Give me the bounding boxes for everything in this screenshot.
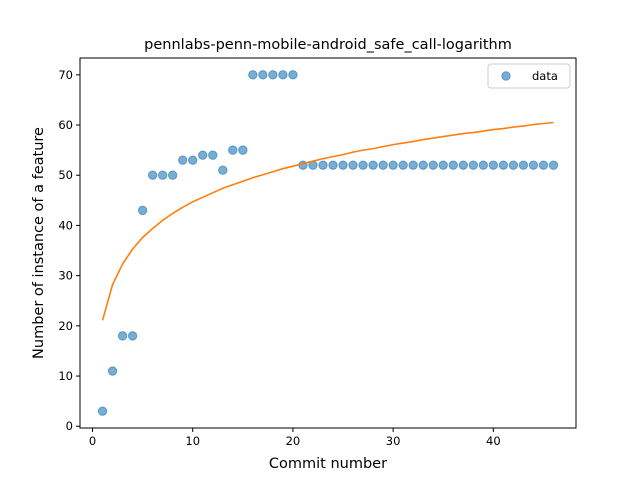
x-tick-label: 10	[185, 434, 200, 448]
data-point	[318, 160, 328, 170]
data-point	[147, 170, 158, 180]
legend-box	[487, 63, 571, 89]
data-point	[398, 160, 408, 170]
data-point	[538, 160, 549, 170]
y-tick-label: 70	[58, 68, 73, 82]
y-tick-label: 30	[58, 269, 73, 283]
data-point	[107, 366, 118, 376]
plot-area	[80, 58, 576, 428]
data-point	[448, 160, 458, 170]
data-point	[278, 70, 288, 80]
legend-marker	[501, 71, 511, 81]
data-point	[548, 160, 559, 170]
data-point	[408, 160, 418, 170]
data-point	[468, 160, 478, 170]
data-point	[528, 160, 539, 170]
data-point	[418, 160, 428, 170]
x-tick-label: 0	[89, 434, 96, 448]
data-point	[228, 145, 238, 155]
x-tick-label: 40	[486, 434, 501, 448]
data-point	[97, 406, 108, 416]
axes-frame	[79, 57, 577, 429]
y-tick-label: 60	[58, 118, 73, 132]
chart-title: pennlabs-penn-mobile-android_safe_call-l…	[144, 37, 512, 53]
data-point	[518, 160, 529, 170]
y-tick-label: 0	[66, 419, 73, 433]
legend-label: data	[532, 69, 558, 83]
data-point	[378, 160, 388, 170]
y-axis-label: Number of instance of a feature	[31, 127, 47, 359]
data-point	[258, 70, 268, 80]
data-point	[488, 160, 499, 170]
data-point	[218, 165, 228, 175]
data-point	[498, 160, 509, 170]
data-point	[188, 155, 198, 165]
data-point	[368, 160, 378, 170]
data-point	[288, 70, 298, 80]
x-tick-label: 30	[386, 434, 401, 448]
data-point	[458, 160, 468, 170]
data-point	[117, 331, 128, 341]
data-point	[137, 205, 148, 216]
data-point	[157, 170, 168, 180]
y-tick-label: 50	[58, 168, 73, 182]
data-point	[508, 160, 519, 170]
x-axis-label: Commit number	[269, 456, 387, 472]
data-point	[268, 70, 278, 80]
data-point	[248, 70, 258, 80]
data-point	[178, 155, 188, 165]
data-point	[167, 170, 178, 180]
data-point	[328, 160, 338, 170]
data-point	[127, 331, 138, 341]
data-point	[348, 160, 358, 170]
y-tick-label: 10	[58, 369, 73, 383]
data-point	[198, 150, 208, 160]
fit-line	[101, 121, 554, 321]
x-tick-label: 20	[286, 434, 301, 448]
data-point	[238, 145, 248, 155]
data-point	[438, 160, 448, 170]
data-point	[338, 160, 348, 170]
data-point	[358, 160, 368, 170]
y-tick-label: 20	[58, 319, 73, 333]
data-point	[478, 160, 489, 170]
legend: data	[487, 63, 571, 89]
y-tick-label: 40	[58, 218, 73, 232]
data-point	[428, 160, 438, 170]
data-point	[388, 160, 398, 170]
data-point	[208, 150, 218, 160]
